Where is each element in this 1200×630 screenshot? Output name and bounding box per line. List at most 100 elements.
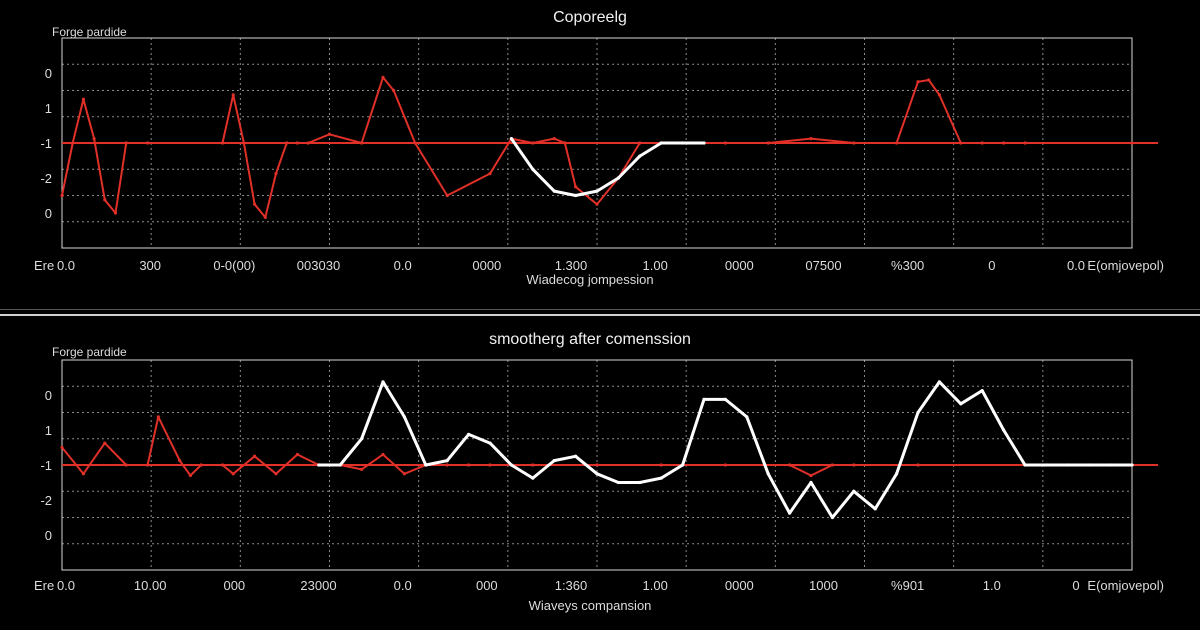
x-tick-label: 0000 — [725, 578, 754, 593]
series-point — [574, 454, 578, 458]
series-point — [959, 141, 963, 145]
series-point — [146, 463, 150, 467]
series-point — [723, 141, 728, 145]
top-chart: Coporeelg Forge pardide 0 1 -1 -2 0 0.0 300 0-0(0… — [34, 9, 1164, 287]
series-point — [916, 410, 920, 415]
series-point — [467, 463, 471, 467]
x-tick-label: 10.00 — [134, 578, 167, 593]
series-point — [445, 459, 449, 463]
bottom-chart: smootherg after comenssion Forge pardide 0… — [34, 331, 1164, 613]
x-axis-label: Wiadecog jompession — [526, 272, 653, 287]
series-point — [445, 463, 449, 467]
series-point — [124, 463, 128, 467]
corner-label: Forge pardide — [52, 345, 127, 359]
panel-separator — [0, 309, 1200, 310]
series-point — [327, 132, 332, 136]
series-point — [595, 189, 599, 193]
series-point — [402, 472, 406, 476]
series-point — [980, 141, 984, 145]
series-point — [146, 141, 150, 145]
series-point — [338, 463, 342, 467]
series-point — [531, 167, 535, 171]
series-point — [71, 141, 75, 145]
x-tick-label: 000 — [223, 578, 245, 593]
x-tick-label: 07500 — [805, 258, 841, 273]
series-point — [231, 472, 235, 476]
series-point — [895, 141, 899, 145]
series-point — [1087, 463, 1091, 467]
series-point — [809, 480, 813, 485]
series-point — [959, 402, 963, 406]
series-point — [253, 202, 257, 206]
series-point — [723, 463, 728, 467]
series-point — [638, 154, 642, 158]
series-point — [220, 141, 225, 145]
series-point — [220, 463, 225, 467]
series-point — [402, 415, 406, 419]
series-point — [274, 472, 278, 476]
series-point — [873, 507, 877, 511]
series-point — [274, 172, 278, 176]
series-line-1 — [318, 380, 1132, 519]
x-tick-label: 23000 — [300, 578, 336, 593]
x-tick-label: 003030 — [297, 258, 340, 273]
series-point — [766, 472, 770, 476]
series-point — [916, 463, 920, 467]
series-point — [937, 380, 942, 384]
series-point — [360, 437, 364, 441]
series-point — [830, 515, 835, 520]
series-point — [445, 193, 449, 198]
series-point — [702, 141, 706, 145]
chart-title: smootherg after comenssion — [489, 331, 691, 348]
x-tick-label: %901 — [891, 578, 924, 593]
x-tick-label: 0.0 — [57, 578, 75, 593]
series-point — [392, 88, 396, 93]
y-tick-label: -1 — [40, 136, 52, 151]
y-tick-label: 1 — [45, 423, 52, 438]
y-tick-label: 0 — [45, 206, 52, 221]
series-point — [509, 137, 513, 141]
x-tick-label: 0 — [988, 258, 995, 273]
series-point — [659, 463, 663, 467]
series-point — [616, 176, 621, 180]
x-tick-label: 0.0 — [57, 258, 75, 273]
series-line-0 — [61, 76, 1132, 219]
series-point — [852, 141, 856, 145]
series-point — [595, 472, 599, 476]
series-point — [467, 432, 471, 436]
series-point — [81, 472, 85, 476]
series-point — [1109, 463, 1113, 467]
x-tick-label: %300 — [891, 258, 924, 273]
series-point — [659, 141, 663, 145]
series-point — [638, 141, 642, 145]
x-tick-label: 0 — [1072, 578, 1079, 593]
series-point — [830, 463, 835, 467]
series-point — [103, 198, 107, 202]
y-tick-label: 0 — [45, 388, 52, 403]
series-point — [766, 141, 770, 145]
series-point — [188, 473, 192, 478]
x-axis-label: Wiaveys compansion — [529, 598, 652, 613]
series-point — [638, 480, 642, 485]
series-point — [574, 193, 578, 198]
series-point — [488, 172, 492, 176]
series-point — [295, 452, 299, 457]
y-tick-label: 1 — [45, 101, 52, 116]
series-point — [381, 452, 385, 457]
series-point — [1044, 463, 1048, 467]
series-point — [788, 463, 792, 467]
series-point — [253, 454, 257, 458]
series-point — [317, 463, 321, 467]
x-tick-label: 000 — [476, 578, 498, 593]
series-point — [552, 459, 556, 463]
x-tick-label: 0000 — [725, 258, 754, 273]
x-tick-label: 0-0(00) — [213, 258, 255, 273]
x-prefix-label: Ere — [34, 258, 54, 273]
series-point — [788, 511, 792, 515]
series-point — [745, 415, 749, 419]
series-point — [552, 137, 556, 141]
panel-divider — [0, 314, 1200, 316]
series-point — [509, 463, 513, 467]
y-tick-label: -2 — [40, 171, 52, 186]
top-chart-panel: Coporeelg Forge pardide 0 1 -1 -2 0 0.0 300 0-0(0… — [0, 0, 1200, 310]
